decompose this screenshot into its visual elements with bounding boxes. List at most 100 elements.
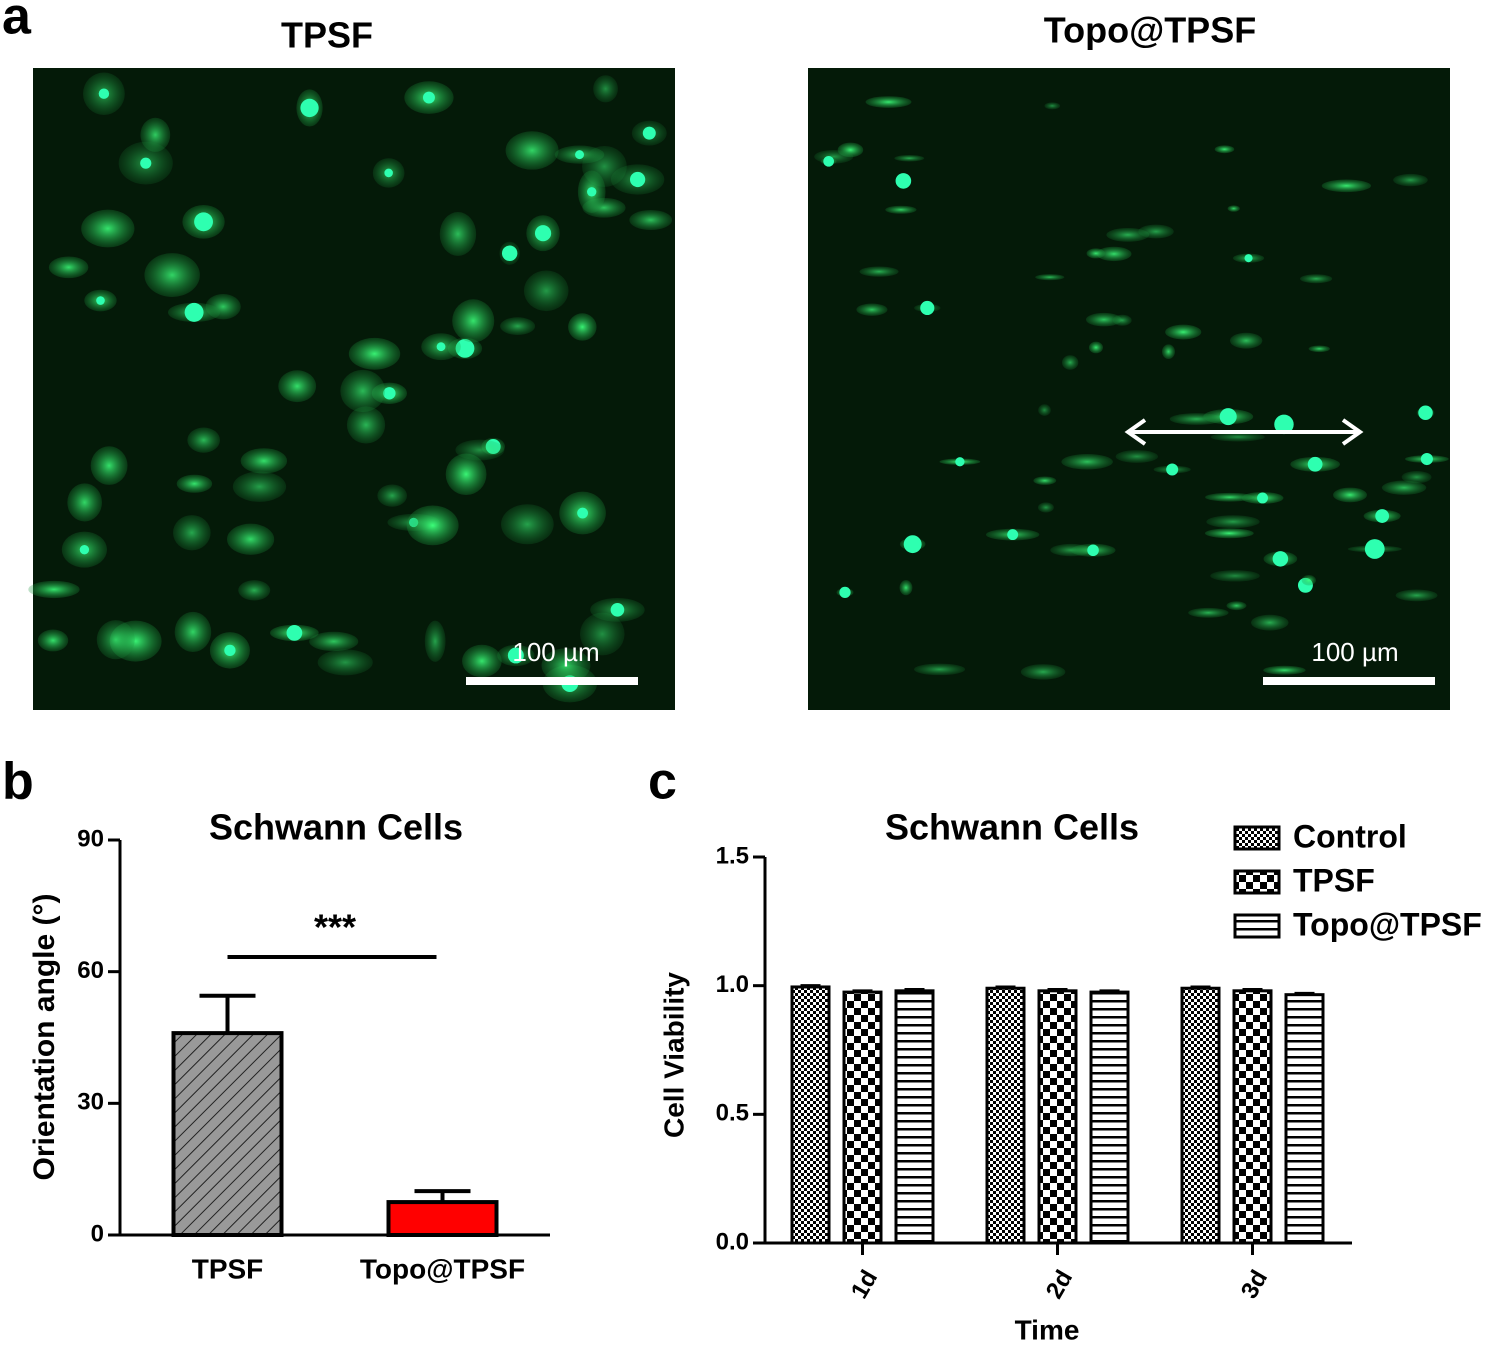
- cell: [309, 631, 359, 652]
- significance: ***: [314, 907, 356, 948]
- nucleus: [507, 647, 524, 664]
- cell: [1395, 589, 1438, 602]
- cell: [1227, 205, 1240, 212]
- bar: [790, 985, 831, 1245]
- cell: [629, 209, 673, 231]
- cell: [173, 515, 211, 551]
- nucleus: [286, 625, 303, 641]
- cell: [67, 483, 102, 522]
- nucleus: [587, 187, 597, 197]
- cell: [238, 580, 271, 601]
- cell: [1061, 454, 1113, 470]
- legend-label: Control: [1293, 818, 1407, 854]
- cell: [28, 580, 80, 599]
- x-tick-label: TPSF: [192, 1253, 264, 1284]
- cell: [1161, 344, 1175, 359]
- cell: [1393, 173, 1428, 187]
- chart-title: Schwann Cells: [209, 807, 463, 848]
- nucleus: [1007, 529, 1019, 541]
- legend-swatch: [1233, 869, 1281, 895]
- cell: [859, 266, 899, 277]
- cell: [541, 648, 591, 683]
- y-tick-label: 1.0: [716, 971, 749, 998]
- direction-arrow: [1124, 418, 1364, 446]
- cell: [865, 96, 912, 108]
- panel-label: c: [648, 753, 677, 811]
- nucleus: [823, 156, 834, 167]
- x-tick-label: Topo@TPSF: [360, 1253, 525, 1284]
- cell: [174, 611, 212, 652]
- cell: [424, 620, 446, 662]
- cell: [455, 439, 505, 461]
- cell: [340, 369, 386, 413]
- cell: [226, 523, 275, 555]
- nucleus: [1375, 509, 1390, 523]
- nucleus: [1244, 254, 1253, 263]
- x-tick-label: 3d: [1236, 1266, 1273, 1304]
- legend-label: TPSF: [1293, 862, 1375, 898]
- cell: [1226, 601, 1247, 611]
- nucleus: [384, 168, 393, 178]
- cell: [346, 406, 386, 444]
- nucleus: [79, 544, 90, 555]
- cell: [1038, 404, 1051, 416]
- legend-swatch: [1233, 913, 1281, 939]
- cell: [1205, 492, 1255, 502]
- cell: [377, 484, 407, 507]
- bar: [1284, 993, 1325, 1245]
- cell: [1251, 614, 1289, 631]
- image-title: Topo@TPSF: [1044, 10, 1256, 51]
- cell: [1188, 607, 1229, 618]
- nucleus: [1364, 539, 1385, 559]
- cell: [1229, 332, 1263, 349]
- cell: [96, 620, 135, 660]
- scale-label: 100 µm: [1311, 637, 1398, 667]
- nucleus: [300, 98, 319, 118]
- chart-title: Schwann Cells: [885, 807, 1139, 848]
- cell: [317, 649, 373, 676]
- cell: [1044, 102, 1061, 110]
- cell: [406, 505, 459, 546]
- y-tick-label: 0: [91, 1220, 104, 1247]
- cell: [1033, 476, 1057, 485]
- cell: [232, 471, 287, 502]
- cell: [523, 270, 569, 312]
- nucleus: [534, 225, 552, 242]
- cell: [856, 303, 888, 316]
- cell: [1301, 575, 1316, 586]
- scale-bar: 100 µm 100 µm: [466, 637, 1435, 685]
- x-tick-label: 2d: [1041, 1266, 1078, 1304]
- cell: [439, 212, 477, 256]
- nucleus: [1420, 452, 1433, 466]
- cell: [1165, 324, 1202, 340]
- bar: [1180, 986, 1221, 1245]
- legend-label: Topo@TPSF: [1293, 906, 1482, 942]
- y-axis-label: Orientation angle (°): [28, 893, 61, 1180]
- bar: [386, 1200, 499, 1238]
- nucleus: [903, 535, 922, 554]
- nucleus: [501, 245, 518, 261]
- nucleus: [224, 644, 236, 656]
- bar: [1232, 989, 1273, 1245]
- cell: [1263, 665, 1306, 675]
- nucleus: [630, 171, 646, 188]
- nucleus: [577, 507, 589, 519]
- nucleus: [422, 91, 435, 104]
- cell: [580, 612, 625, 656]
- nucleus: [194, 212, 213, 232]
- bar: [842, 990, 883, 1245]
- cell: [1061, 355, 1079, 370]
- bar: [894, 989, 935, 1245]
- nucleus: [1272, 551, 1289, 567]
- cells: [28, 72, 1449, 703]
- y-tick-label: 0.0: [716, 1228, 749, 1255]
- cell: [445, 453, 487, 496]
- cell: [1321, 179, 1371, 193]
- bar: [1089, 990, 1130, 1245]
- cell: [1401, 470, 1432, 484]
- nucleus: [98, 88, 110, 99]
- cell: [1020, 664, 1066, 680]
- cell: [81, 209, 135, 248]
- cell: [500, 317, 536, 335]
